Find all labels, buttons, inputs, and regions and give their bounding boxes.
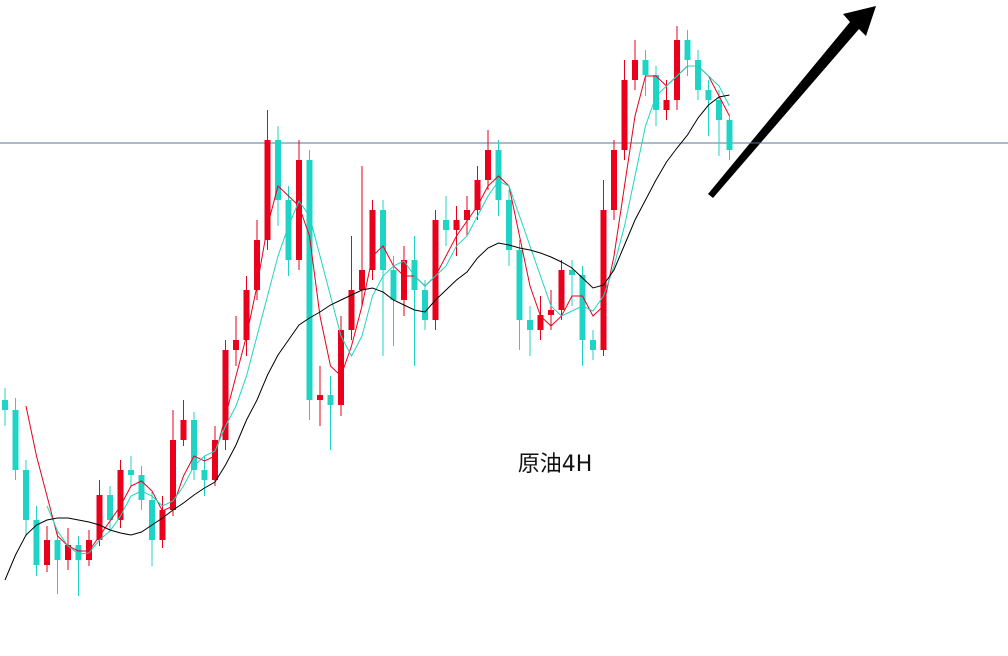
candle-body xyxy=(317,395,323,400)
trend-arrow xyxy=(708,6,876,198)
candle-body xyxy=(453,220,460,230)
candle-body xyxy=(726,120,733,150)
moving-average-line xyxy=(25,65,730,552)
candle-body xyxy=(191,420,197,470)
candle-body xyxy=(23,470,29,520)
candle-body xyxy=(149,500,155,540)
candle-body xyxy=(75,545,82,560)
candle-body xyxy=(180,420,187,440)
candle-body xyxy=(117,470,124,520)
candle-body xyxy=(338,330,344,405)
candle-body xyxy=(705,90,712,100)
candle-body xyxy=(443,220,449,230)
candle-body xyxy=(642,60,649,75)
candle-body xyxy=(632,60,638,80)
candle-body xyxy=(674,40,680,100)
candle-body xyxy=(516,250,523,320)
candle-body xyxy=(548,310,554,315)
candle-body xyxy=(2,400,8,410)
candle-body xyxy=(558,270,565,310)
candle-body xyxy=(495,150,502,200)
candle-body xyxy=(348,290,355,330)
candle-body xyxy=(611,150,617,210)
candle-body xyxy=(716,100,722,120)
candle-body xyxy=(201,470,208,480)
candle-body xyxy=(464,210,470,220)
candle-body xyxy=(621,80,628,150)
candle-body xyxy=(590,340,596,350)
candle-body xyxy=(233,340,239,350)
candle-body xyxy=(159,510,166,540)
candle-body xyxy=(411,260,418,290)
candle-body xyxy=(390,270,397,300)
moving-average-line xyxy=(4,94,730,581)
candle-body xyxy=(306,160,313,400)
candle-body xyxy=(401,260,407,300)
candle-body xyxy=(128,470,134,475)
candle-body xyxy=(12,410,19,470)
candle-body xyxy=(243,290,250,340)
candle-body xyxy=(33,520,40,565)
candle-body xyxy=(86,540,92,560)
candle-body xyxy=(285,200,292,260)
candle-body xyxy=(54,540,61,560)
candle-body xyxy=(264,140,271,240)
candle-body xyxy=(359,270,365,290)
candle-body xyxy=(107,495,113,520)
candle-body xyxy=(663,100,670,110)
candle-body xyxy=(422,290,428,320)
candle-body xyxy=(44,540,50,565)
candle-body xyxy=(537,315,544,330)
candle-body xyxy=(432,220,439,320)
candle-body xyxy=(254,240,260,290)
candle-body xyxy=(527,320,533,330)
candle-body xyxy=(212,440,218,480)
annotation: 原油4H xyxy=(518,452,593,477)
candle-body xyxy=(684,40,691,60)
candle-body xyxy=(600,210,607,350)
candle-body xyxy=(65,545,71,560)
candle-body xyxy=(170,440,176,510)
candle-body xyxy=(653,75,659,110)
candle-body xyxy=(275,140,281,200)
candle-body xyxy=(369,210,376,270)
moving-average-line xyxy=(46,65,730,555)
candle-body xyxy=(569,270,575,275)
candle-body xyxy=(579,275,586,340)
candle-body xyxy=(485,150,491,180)
candle-body xyxy=(380,210,386,270)
candle-body xyxy=(138,475,145,500)
candle-body xyxy=(96,495,103,540)
candle-body xyxy=(327,395,334,405)
candle-body xyxy=(296,160,302,260)
candle-body xyxy=(506,200,512,250)
candle-body xyxy=(222,350,229,440)
candle-body xyxy=(474,180,481,210)
candle-body xyxy=(695,60,701,90)
